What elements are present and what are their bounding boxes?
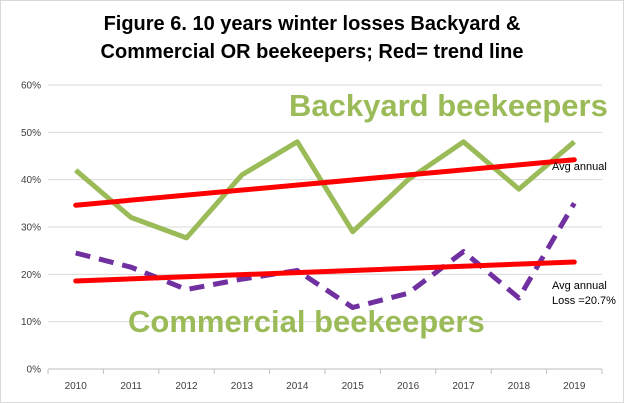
x-tick-label: 2012 <box>175 381 198 392</box>
trend-line-backyard <box>73 157 577 208</box>
y-tick-label: 20% <box>21 270 41 281</box>
x-tick-label: 2018 <box>508 381 531 392</box>
x-tick-label: 2011 <box>120 381 142 392</box>
trend-lines <box>73 157 577 284</box>
y-tick-label: 0% <box>27 365 42 376</box>
series-line-backyard <box>74 139 576 241</box>
chart-title-line-2: Commercial OR beekeepers; Red= trend lin… <box>101 41 524 63</box>
x-tick-label: 2010 <box>65 381 88 392</box>
y-tick-label: 40% <box>21 175 41 186</box>
annotation-backyard-avg: Avg annual <box>552 161 607 173</box>
chart-title-line-1: Figure 6. 10 years winter losses Backyar… <box>104 13 521 35</box>
series-label-backyard: Backyard beekeepers <box>289 88 608 123</box>
series-line-commercial <box>75 202 577 310</box>
x-tick-label: 2017 <box>452 381 475 392</box>
x-tick-label: 2016 <box>397 381 420 392</box>
x-tick-label: 2019 <box>563 381 586 392</box>
x-tick-label: 2015 <box>342 381 365 392</box>
y-tick-label: 50% <box>21 128 41 139</box>
x-tick-label: 2014 <box>286 381 309 392</box>
y-axis-tick-labels: 0% 10% 20% 30% 40% 50% 60% <box>21 81 41 376</box>
annotation-commercial-avg-line-2: Loss =20.7% <box>552 295 616 307</box>
y-tick-label: 30% <box>21 223 41 234</box>
x-tick-label: 2013 <box>231 381 254 392</box>
x-axis-tick-labels: 2010 2011 2012 2013 2014 2015 2016 2017 2018 2019 <box>65 381 586 392</box>
gridlines <box>48 84 602 323</box>
annotation-commercial-avg-line-1: Avg annual <box>552 280 607 292</box>
series-label-commercial: Commercial beekeepers <box>128 304 485 339</box>
y-tick-label: 60% <box>21 81 41 92</box>
x-axis <box>47 368 603 374</box>
y-tick-label: 10% <box>21 317 41 328</box>
trend-line-commercial <box>73 259 577 284</box>
